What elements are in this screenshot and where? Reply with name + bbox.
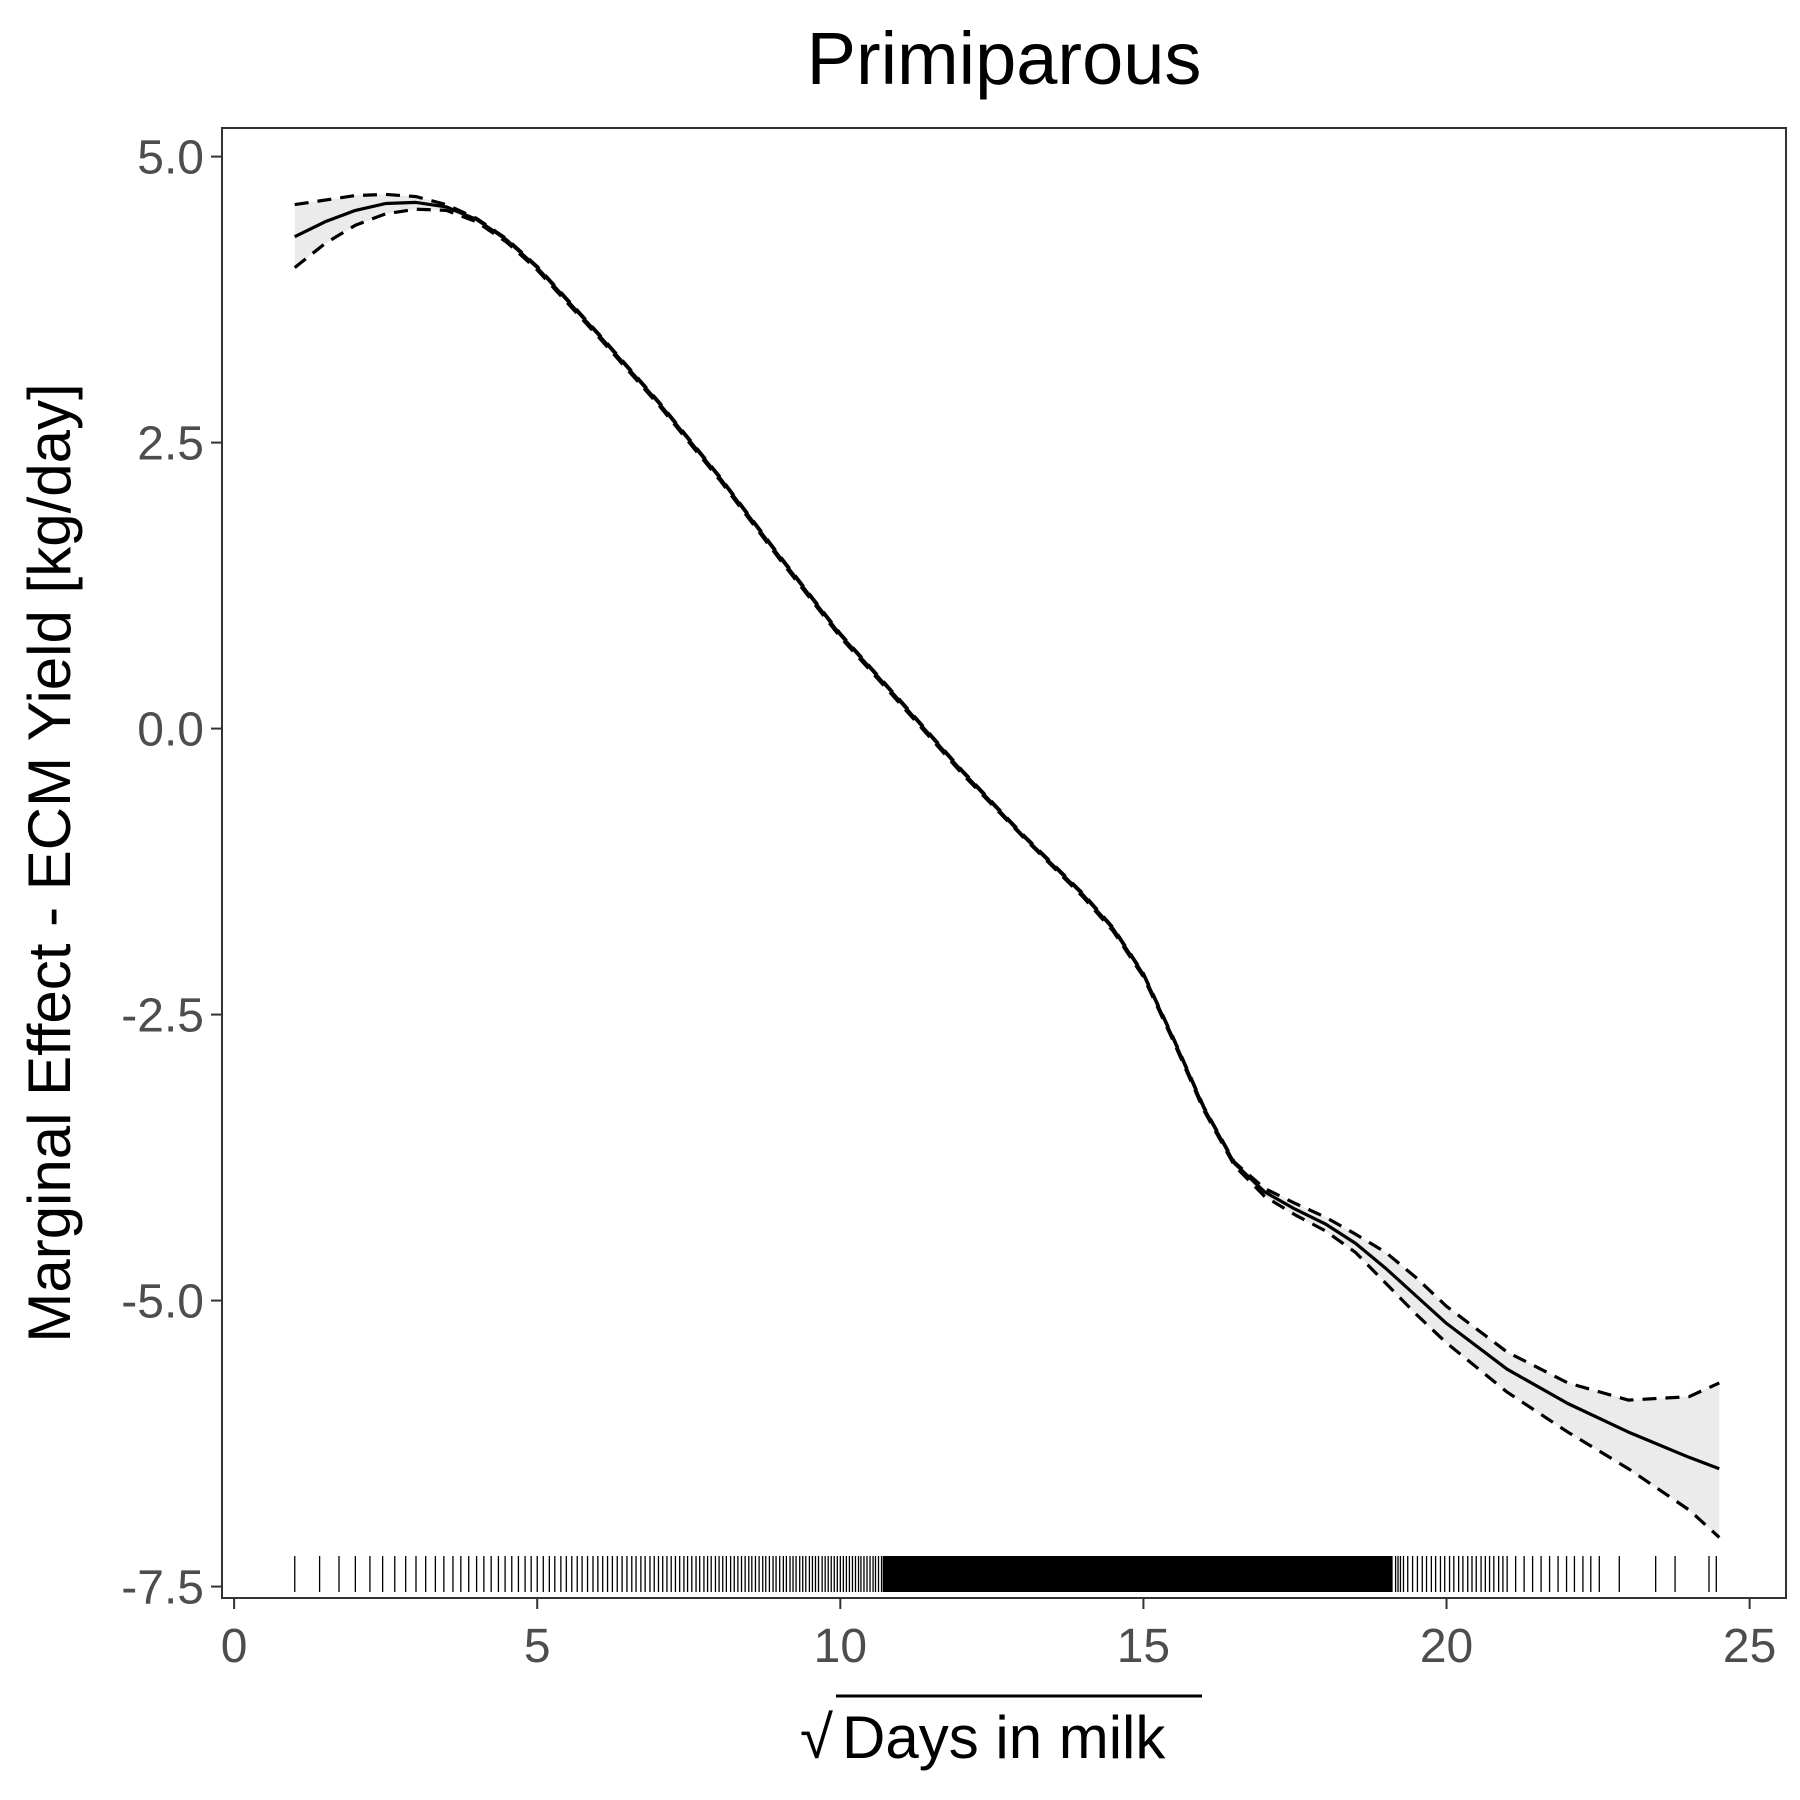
x-tick-label: 15 — [1117, 1620, 1170, 1673]
rug-layer — [294, 1556, 1717, 1592]
y-tick-label: 5.0 — [137, 132, 204, 185]
x-tick-label: 5 — [524, 1620, 551, 1673]
x-axis-label: √ Days in milk — [800, 1694, 1202, 1771]
series-line-lower — [293, 207, 1721, 1539]
series-line-layer — [293, 192, 1721, 1539]
x-axis-label-text: Days in milk — [842, 1704, 1166, 1771]
series-line-upper — [294, 192, 1720, 1402]
y-tick-label: 0.0 — [137, 704, 204, 757]
confidence-ribbon — [294, 194, 1720, 1538]
x-tick-label: 0 — [221, 1620, 248, 1673]
y-axis-label: Marginal Effect - ECM Yield [kg/day] — [16, 383, 83, 1342]
y-tick-label: -2.5 — [121, 990, 204, 1043]
plot-panel-border — [221, 127, 1787, 1599]
x-axis: 0 5 10 15 20 25 — [221, 1598, 1776, 1673]
confidence-ribbon-layer — [294, 194, 1720, 1538]
chart-title: Primiparous — [807, 17, 1202, 100]
x-tick-label: 20 — [1420, 1620, 1473, 1673]
y-axis: 5.0 2.5 0.0 -2.5 -5.0 -7.5 — [121, 132, 222, 1615]
x-tick-label: 25 — [1723, 1620, 1776, 1673]
x-axis-label-radical: √ — [800, 1704, 833, 1771]
rug-dense-band — [882, 1556, 1392, 1592]
y-tick-label: -5.0 — [121, 1276, 204, 1329]
y-tick-label: -7.5 — [121, 1562, 204, 1615]
y-tick-label: 2.5 — [137, 418, 204, 471]
x-tick-label: 10 — [814, 1620, 867, 1673]
